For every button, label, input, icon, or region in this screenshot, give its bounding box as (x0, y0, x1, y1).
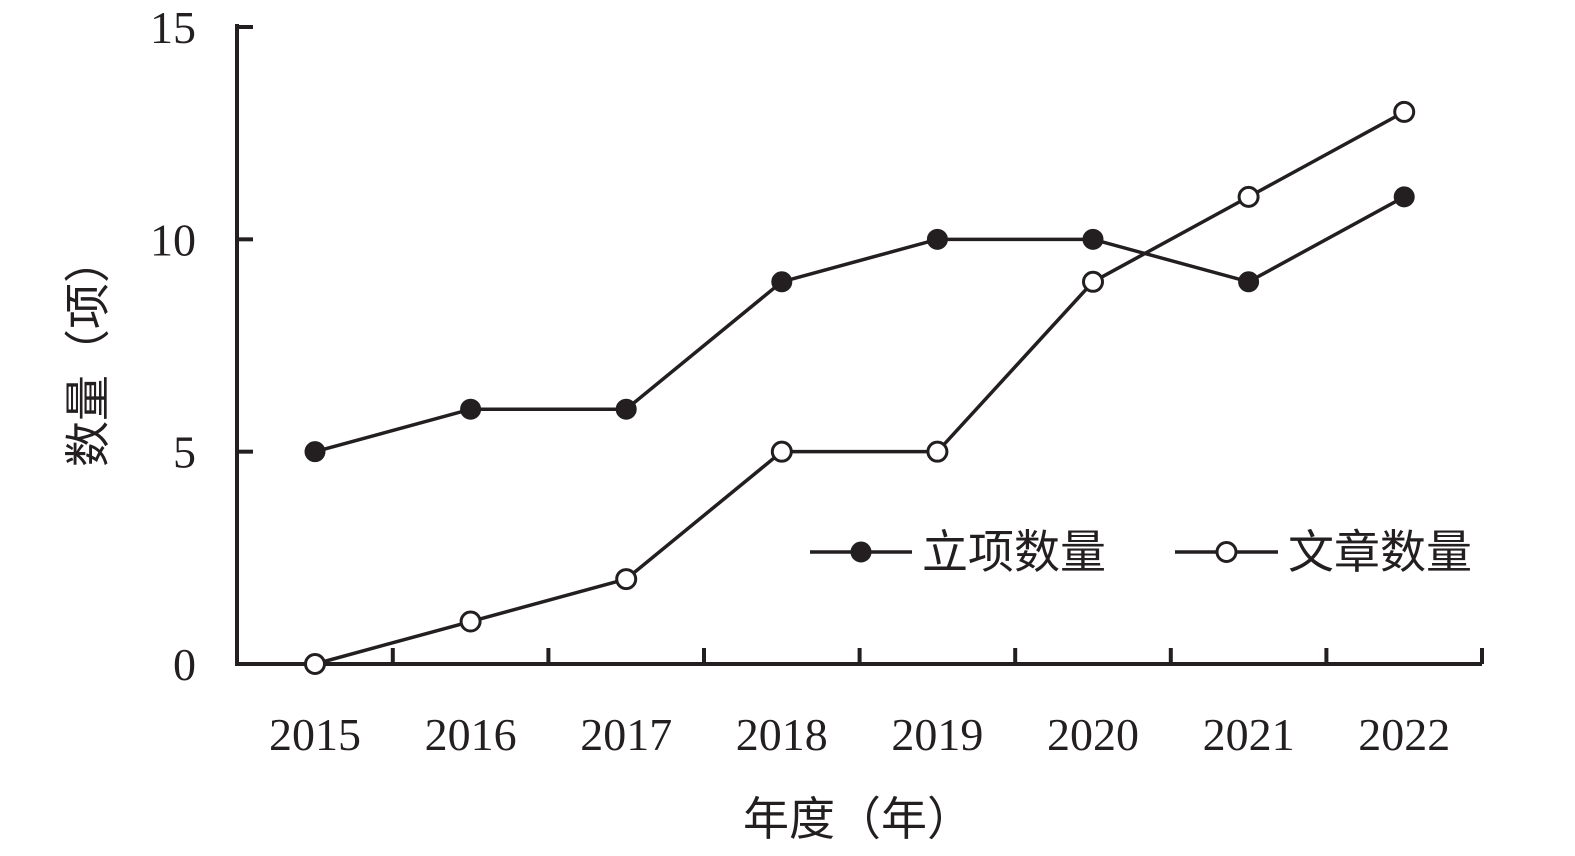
x-tick-label: 2019 (891, 709, 983, 760)
legend-item: 立项数量 (810, 525, 1106, 579)
filled-point (304, 441, 326, 463)
filled-point (1238, 271, 1260, 293)
legend: 立项数量 文章数量 (810, 525, 1472, 579)
y-tick-label: 10 (150, 214, 196, 265)
x-tick-label: 2022 (1358, 709, 1450, 760)
x-tick-labels: 2015 2016 2017 2018 2019 2020 2021 2022 (269, 709, 1450, 760)
open-point (1082, 270, 1104, 293)
filled-point (771, 271, 793, 293)
y-tick-label: 0 (173, 639, 196, 690)
filled-point (926, 228, 948, 250)
y-axis-title: 数量（项） (61, 237, 115, 467)
y-tick-labels: 0 5 10 15 (150, 2, 196, 690)
y-tick-label: 15 (150, 2, 196, 53)
x-tick-label: 2018 (736, 709, 828, 760)
open-point (459, 610, 482, 633)
open-point (1237, 185, 1260, 208)
filled-point (615, 398, 637, 420)
legend-item: 文章数量 (1175, 525, 1472, 579)
legend-marker (850, 541, 872, 563)
open-point (615, 568, 638, 591)
open-point (304, 653, 326, 675)
open-point (1393, 100, 1416, 123)
series-line (314, 110, 1406, 666)
legend-label: 文章数量 (1288, 525, 1472, 579)
x-tick-label: 2017 (580, 709, 672, 760)
legend-marker (1215, 541, 1238, 563)
open-point (926, 440, 949, 463)
legend-label: 立项数量 (922, 525, 1106, 579)
x-tick-label: 2020 (1047, 709, 1139, 760)
x-tick-label: 2016 (425, 709, 517, 760)
filled-point (1082, 228, 1104, 250)
x-axis-title: 年度（年） (743, 792, 973, 846)
series-1 (304, 186, 1415, 463)
filled-point (1393, 186, 1415, 208)
y-tick-label: 5 (173, 427, 196, 478)
axes (235, 24, 1484, 666)
open-point (770, 440, 793, 463)
series-line (314, 195, 1406, 454)
x-tick-label: 2015 (269, 709, 361, 760)
filled-point (460, 398, 482, 420)
series-2 (304, 100, 1416, 675)
series-group (304, 100, 1416, 675)
x-tick-label: 2021 (1203, 709, 1295, 760)
